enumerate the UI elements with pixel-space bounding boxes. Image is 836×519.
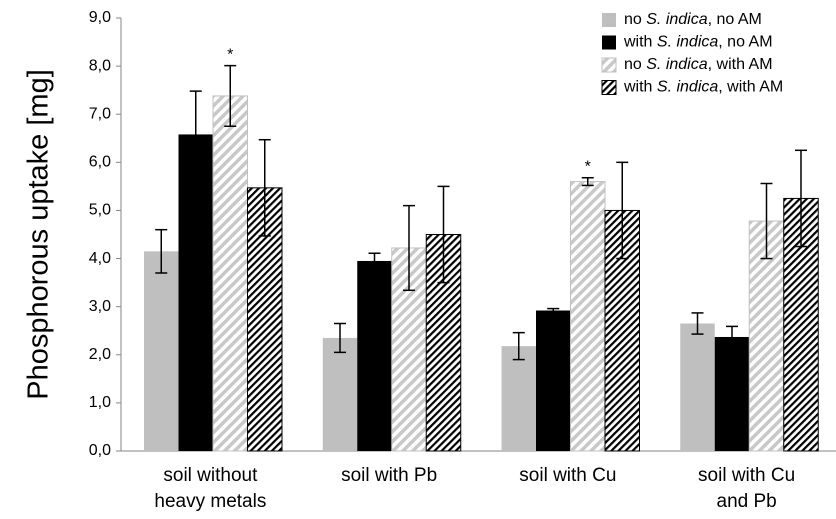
bar-1-cat-2 bbox=[322, 337, 358, 451]
y-tick-label: 2,0 bbox=[89, 346, 111, 363]
legend-label: no S. indica, no AM bbox=[624, 11, 762, 28]
y-tick-label: 4,0 bbox=[89, 250, 111, 267]
legend-label-part: , no AM bbox=[718, 34, 772, 51]
legend-label-part: , with AM bbox=[718, 79, 783, 96]
bar-1-cat-1 bbox=[144, 251, 179, 451]
legend-label-part: S. indica bbox=[646, 11, 707, 28]
y-axis-label: Phosphorous uptake [mg] bbox=[23, 69, 55, 399]
legend-label-part: S. indica bbox=[657, 79, 718, 96]
legend-label: no S. indica, with AM bbox=[624, 56, 773, 73]
category-label-line: soil with Pb bbox=[341, 465, 437, 486]
category-label-line: heavy metals bbox=[154, 491, 266, 512]
category-label-line: soil with Cu bbox=[519, 465, 616, 486]
y-axis-label-group: Phosphorous uptake [mg] bbox=[23, 69, 55, 399]
legend-swatch bbox=[602, 13, 616, 27]
y-tick-label: 0,0 bbox=[89, 442, 111, 459]
y-tick-label: 7,0 bbox=[89, 105, 111, 122]
legend-label-part: , with AM bbox=[708, 56, 773, 73]
bar-2-cat-2 bbox=[357, 260, 392, 451]
legend-label-part: S. indica bbox=[657, 34, 718, 51]
legend-swatch bbox=[601, 80, 617, 95]
category-label: soil with Cu and Pb bbox=[698, 465, 795, 512]
y-tick-label: 3,0 bbox=[89, 298, 111, 315]
legend-label-part: S. indica bbox=[646, 56, 707, 73]
significance-marker: * bbox=[585, 159, 591, 176]
legend-swatch bbox=[601, 57, 617, 73]
legend-label-part: with bbox=[623, 79, 657, 96]
category-labels-group: soil without heavy metals soil with Pb soil… bbox=[154, 465, 795, 512]
bar-3-cat-1 bbox=[212, 95, 248, 452]
bar-3-cat-4 bbox=[748, 220, 785, 452]
category-label-line: and Pb bbox=[717, 491, 777, 512]
bar-1-cat-3 bbox=[501, 346, 536, 451]
category-label: soil with Pb bbox=[341, 465, 437, 486]
y-tick-label: 8,0 bbox=[89, 57, 111, 74]
category-label-line: soil with Cu bbox=[698, 465, 795, 486]
legend-label-part: no bbox=[624, 56, 646, 73]
legend-label-part: no bbox=[624, 11, 646, 28]
y-tick-label: 6,0 bbox=[89, 154, 111, 171]
y-tick-label: 9,0 bbox=[89, 9, 111, 26]
y-tick-label: 1,0 bbox=[89, 394, 111, 411]
bar-2-cat-1 bbox=[178, 134, 213, 451]
bar-3-cat-3 bbox=[570, 181, 606, 452]
legend-label-part: , no AM bbox=[708, 11, 762, 28]
bar-2-cat-3 bbox=[536, 310, 571, 451]
category-label: soil without heavy metals bbox=[154, 465, 266, 512]
category-label-line: soil without bbox=[163, 465, 258, 486]
legend-swatch bbox=[602, 35, 616, 50]
legend-label: with S. indica, with AM bbox=[623, 79, 783, 96]
legend-label-part: with bbox=[623, 34, 657, 51]
significance-marker: * bbox=[227, 47, 233, 64]
category-label: soil with Cu bbox=[519, 465, 616, 486]
legend-label: with S. indica, no AM bbox=[623, 34, 773, 51]
bar-2-cat-4 bbox=[714, 336, 750, 451]
bars-group: ** bbox=[144, 47, 819, 452]
y-tick-label: 5,0 bbox=[89, 202, 111, 219]
bar-1-cat-4 bbox=[680, 323, 715, 451]
